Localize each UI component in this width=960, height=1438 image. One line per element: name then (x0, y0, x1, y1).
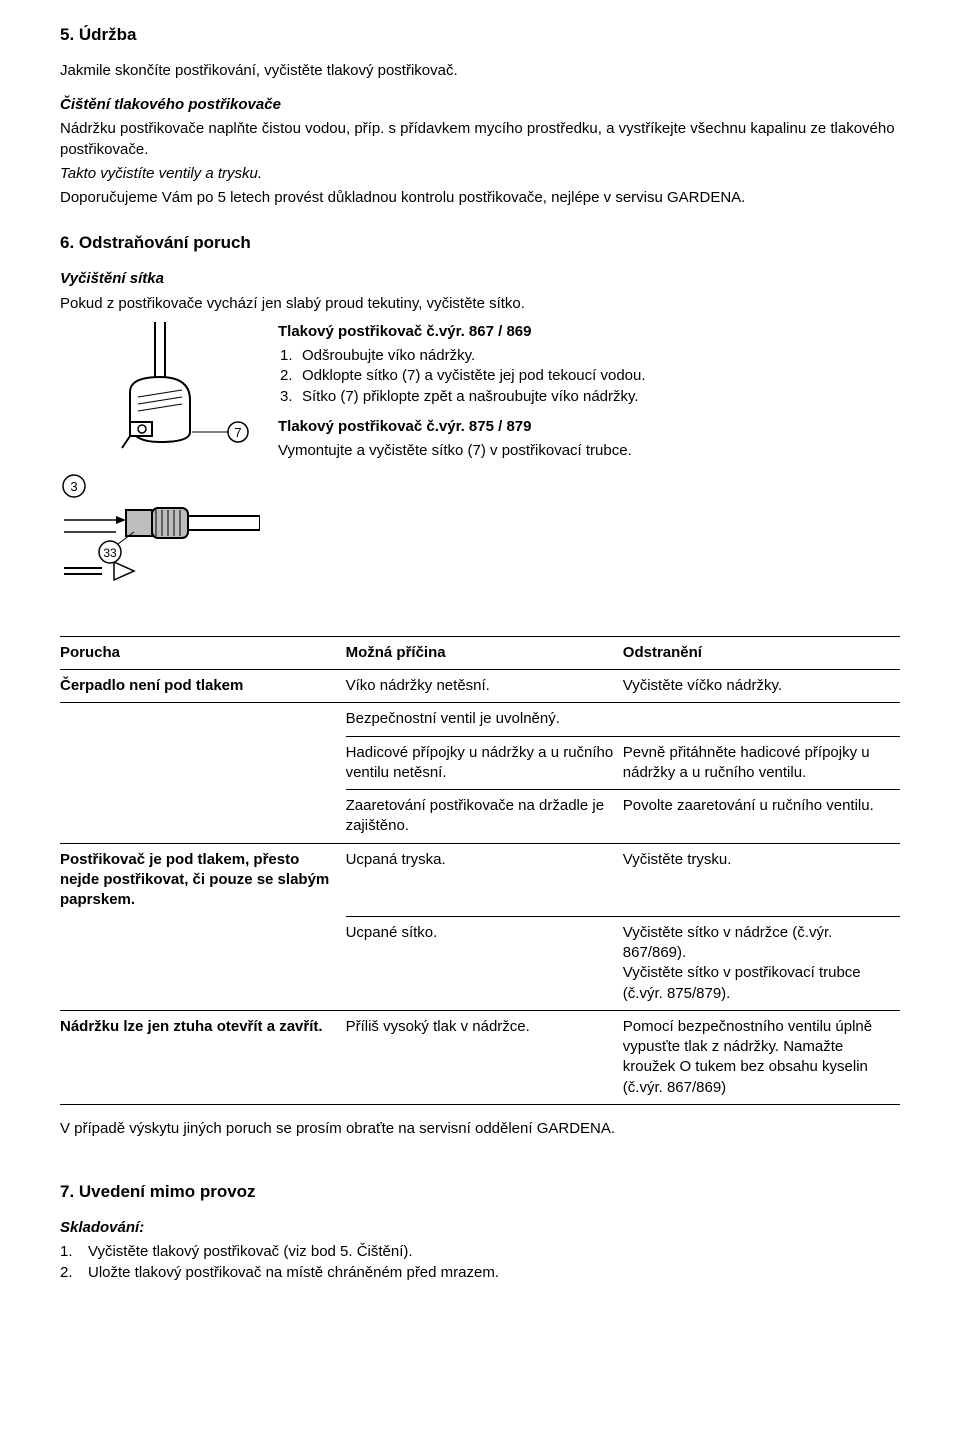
heading-6: 6. Odstraňování poruch (60, 232, 900, 255)
callout-7: 7 (234, 425, 241, 440)
section-storage: 7. Uvedení mimo provoz Skladování: 1.Vyč… (60, 1181, 900, 1283)
troubleshoot-table: Porucha Možná příčina Odstranění Čerpadl… (60, 636, 900, 1105)
table-row: Čerpadlo není pod tlakem Víko nádržky ne… (60, 670, 900, 703)
th-cause: Možná příčina (346, 636, 623, 669)
table-row: Hadicové přípojky u nádržky a u ručního … (60, 736, 900, 790)
s7-sub: Skladování: (60, 1218, 900, 1238)
table-row: Bezpečnostní ventil je uvolněný. (60, 703, 900, 736)
table-row: Nádržku lze jen ztuha otevřít a zavřít. … (60, 1010, 900, 1104)
table-row: Ucpané sítko. Vyčistěte sítko v nádržce … (60, 916, 900, 1010)
table-row: Postřikovač je pod tlakem, přesto nejde … (60, 843, 900, 916)
s5-cleaning-title: Čištění tlakového postřikovače (60, 95, 900, 115)
model1-title: Tlakový postřikovač č.výr. 867 / 869 (278, 322, 900, 342)
table-header-row: Porucha Možná příčina Odstranění (60, 636, 900, 669)
callout-3: 3 (70, 479, 77, 494)
s6-subtext: Pokud z postřikovače vychází jen slabý p… (60, 294, 900, 314)
heading-7: 7. Uvedení mimo provoz (60, 1181, 900, 1204)
section-maintenance: 5. Údržba Jakmile skončíte postřikování,… (60, 24, 900, 208)
model2-title: Tlakový postřikovač č.výr. 875 / 879 (278, 417, 900, 437)
s5-p2: Nádržku postřikovače naplňte čistou vodo… (60, 119, 900, 160)
diagram-tube: 3 33 (60, 472, 260, 612)
diagram-column: 7 3 (60, 322, 260, 612)
section-troubleshooting: 6. Odstraňování poruch Vyčištění sítka P… (60, 232, 900, 1139)
storage-list: 1.Vyčistěte tlakový postřikovač (viz bod… (60, 1242, 900, 1283)
model1-steps: 1.Odšroubujte víko nádržky. 2.Odklopte s… (280, 346, 900, 407)
diagram-text-column: Tlakový postřikovač č.výr. 867 / 869 1.O… (278, 322, 900, 466)
heading-5: 5. Údržba (60, 24, 900, 47)
s6-subtitle: Vyčištění sítka (60, 269, 900, 289)
s5-p1: Jakmile skončíte postřikování, vyčistěte… (60, 61, 900, 81)
s5-p4: Doporučujeme Vám po 5 letech provést důk… (60, 188, 900, 208)
s5-p3: Takto vyčistíte ventily a trysku. (60, 164, 900, 184)
list-item: 2.Uložte tlakový postřikovač na místě ch… (88, 1263, 900, 1283)
callout-33: 33 (103, 546, 117, 560)
table-body: Čerpadlo není pod tlakem Víko nádržky ne… (60, 670, 900, 1105)
th-remedy: Odstranění (623, 636, 900, 669)
diagram-nozzle: 7 (60, 322, 260, 472)
model2-text: Vymontujte a vyčistěte sítko (7) v postř… (278, 441, 900, 461)
th-problem: Porucha (60, 636, 346, 669)
table-row: Zaaretování postřikovače na držadle je z… (60, 790, 900, 844)
list-item: 1.Vyčistěte tlakový postřikovač (viz bod… (88, 1242, 900, 1262)
table-footer: V případě výskytu jiných poruch se prosí… (60, 1119, 900, 1139)
